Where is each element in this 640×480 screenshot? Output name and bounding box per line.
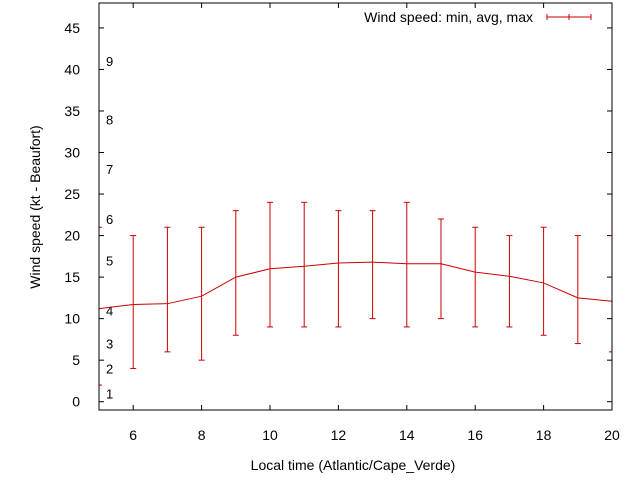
x-axis-title: Local time (Atlantic/Cape_Verde) xyxy=(251,457,456,473)
beaufort-label: 1 xyxy=(106,386,113,401)
avg-line xyxy=(99,261,612,310)
beaufort-label: 6 xyxy=(106,212,113,227)
y-tick-label: 20 xyxy=(64,228,80,244)
errorbar xyxy=(267,201,273,328)
errorbar xyxy=(301,201,308,328)
errorbar xyxy=(403,201,410,328)
errorbar xyxy=(99,226,102,386)
beaufort-label: 7 xyxy=(106,162,113,177)
x-tick-label: 12 xyxy=(331,427,347,443)
errorbar xyxy=(198,226,205,361)
beaufort-label: 4 xyxy=(106,303,113,318)
errorbar xyxy=(164,226,171,353)
y-tick-label: 35 xyxy=(64,103,80,119)
beaufort-scale-labels: 1 2 3 4 5 6 7 8 9 xyxy=(106,54,113,401)
beaufort-label: 5 xyxy=(106,253,113,268)
beaufort-label: 2 xyxy=(106,361,113,376)
errorbar xyxy=(335,210,342,328)
series-wind-speed xyxy=(99,201,612,386)
y-axis-title: Wind speed (kt - Beaufort) xyxy=(27,125,43,288)
y-tick-label: 5 xyxy=(72,352,80,368)
y-tick-labels: 0 5 10 15 20 25 30 35 40 45 xyxy=(64,20,80,410)
errorbar xyxy=(369,210,376,320)
x-tick-label: 16 xyxy=(467,427,483,443)
axis-ticks xyxy=(99,3,613,410)
errorbar xyxy=(438,218,444,320)
beaufort-label: 9 xyxy=(106,54,113,69)
errorbar xyxy=(506,235,513,328)
y-tick-label: 15 xyxy=(64,269,80,285)
y-tick-label: 45 xyxy=(64,20,80,36)
y-tick-label: 30 xyxy=(64,145,80,161)
beaufort-label: 3 xyxy=(106,337,113,352)
legend: Wind speed: min, avg, max xyxy=(364,9,592,25)
legend-sample-errorbar xyxy=(546,14,592,20)
legend-label: Wind speed: min, avg, max xyxy=(364,9,533,25)
errorbar xyxy=(574,235,581,345)
y-tick-label: 25 xyxy=(64,186,80,202)
series-clipped-group xyxy=(99,201,612,386)
errorbar xyxy=(609,235,612,353)
x-tick-label: 10 xyxy=(262,427,278,443)
x-tick-label: 14 xyxy=(399,427,415,443)
errorbar xyxy=(232,210,239,336)
y-tick-label: 10 xyxy=(64,311,80,327)
errorbar xyxy=(130,235,137,369)
x-tick-label: 6 xyxy=(129,427,137,443)
x-tick-labels: 6 8 10 12 14 16 18 20 xyxy=(129,427,620,443)
x-tick-label: 8 xyxy=(198,427,206,443)
beaufort-label: 8 xyxy=(106,112,113,127)
errorbar xyxy=(540,226,547,336)
x-tick-label: 20 xyxy=(604,427,620,443)
x-tick-label: 18 xyxy=(536,427,552,443)
errorbar xyxy=(472,226,479,328)
plot-frame xyxy=(98,2,613,411)
y-tick-label: 0 xyxy=(72,394,80,410)
y-tick-label: 40 xyxy=(64,61,80,77)
